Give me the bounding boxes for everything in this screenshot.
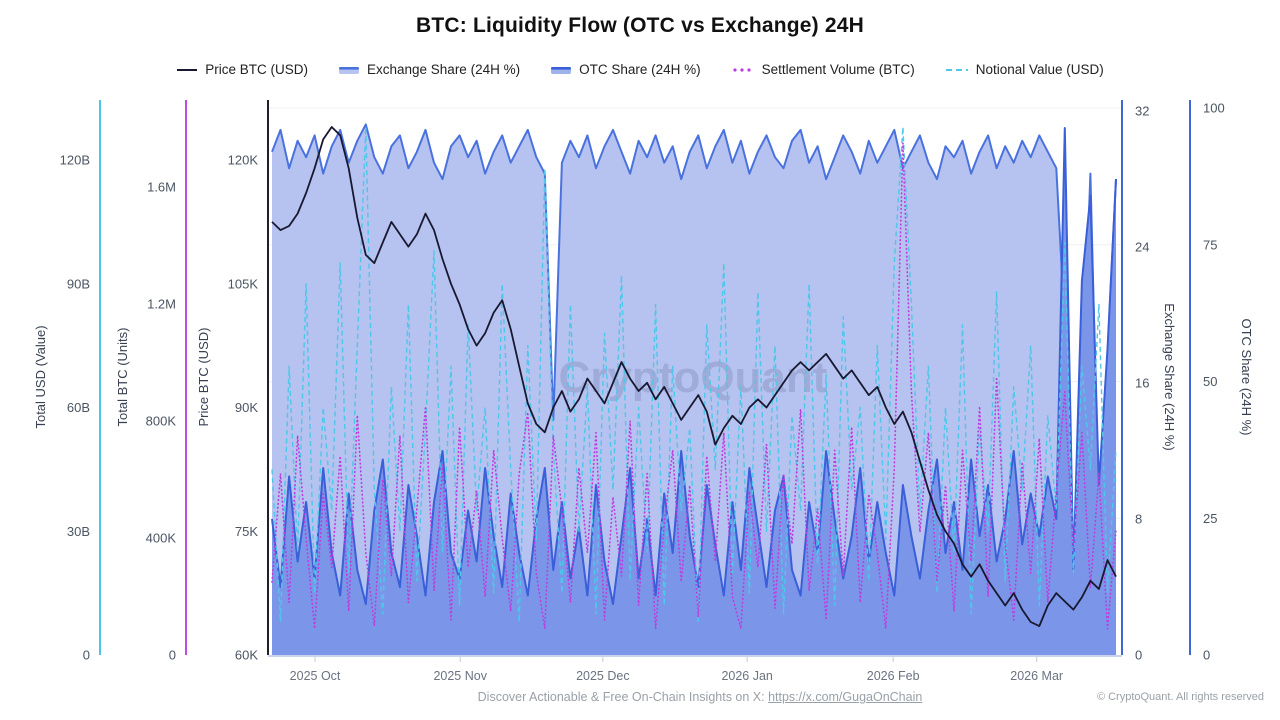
y-tick-label: 32 <box>1135 104 1149 119</box>
y-tick-label: 8 <box>1135 512 1142 527</box>
y-tick-label: 90K <box>235 400 258 415</box>
chart-legend: Price BTC (USD) Exchange Share (24H %) O… <box>0 62 1280 77</box>
y-tick-label: 1.6M <box>147 180 176 195</box>
axis-title-usd: Total USD (Value) <box>33 325 48 428</box>
axis-title-price: Price BTC (USD) <box>196 328 211 427</box>
black-line-swatch-icon <box>177 68 198 71</box>
y-tick-label: 800K <box>146 414 177 429</box>
dotted-line-swatch-icon <box>733 67 751 72</box>
legend-label: Price BTC (USD) <box>205 62 308 77</box>
x-tick-label: 2026 Mar <box>1010 669 1063 683</box>
legend-item-exchange-share[interactable]: Exchange Share (24H %) <box>338 62 520 77</box>
y-tick-label: 25 <box>1203 511 1217 526</box>
y-tick-label: 75 <box>1203 237 1217 252</box>
y-tick-label: 60B <box>67 400 90 415</box>
chart-title: BTC: Liquidity Flow (OTC vs Exchange) 24… <box>415 14 865 37</box>
dashed-line-swatch-icon <box>945 68 968 71</box>
y-tick-label: 0 <box>169 648 176 663</box>
y-tick-label: 0 <box>1135 648 1142 663</box>
series-notional-value-line <box>271 126 1117 623</box>
axis-usd: 0 30B 60B 90B 120B Total USD (Value) <box>33 100 101 663</box>
axis-title-exch: Exchange Share (24H %) <box>1162 303 1177 450</box>
axis-btc: 0 400K 800K 1.2M 1.6M Total BTC (Units) <box>115 100 187 663</box>
axis-title-btc: Total BTC (Units) <box>115 328 130 427</box>
y-tick-label: 24 <box>1135 240 1149 255</box>
area-swatch-icon <box>551 66 572 74</box>
y-tick-label: 0 <box>83 648 90 663</box>
axis-exch: 0 8 16 24 32 Exchange Share (24H %) <box>1121 100 1177 663</box>
series-price-btc-line <box>271 126 1117 627</box>
legend-label: OTC Share (24H %) <box>579 62 701 77</box>
legend-label: Notional Value (USD) <box>975 62 1104 77</box>
legend-item-otc-share[interactable]: OTC Share (24H %) <box>550 62 701 77</box>
y-tick-label: 400K <box>146 531 177 546</box>
footer-promo: Discover Actionable & Free On-Chain Insi… <box>160 690 1240 704</box>
promo-text: Discover Actionable & Free On-Chain Insi… <box>477 690 769 704</box>
x-axis: 2025 Oct 2025 Nov 2025 Dec 2026 Jan 2026 Feb… <box>268 655 1122 683</box>
y-tick-label: 100 <box>1203 101 1225 116</box>
y-tick-label: 75K <box>235 524 258 539</box>
legend-item-price[interactable]: Price BTC (USD) <box>176 62 308 77</box>
legend-item-notional-value[interactable]: Notional Value (USD) <box>945 62 1104 77</box>
y-tick-label: 1.2M <box>147 297 176 312</box>
y-tick-label: 60K <box>235 648 258 663</box>
copyright-notice: © CryptoQuant. All rights reserved <box>1096 691 1264 703</box>
area-swatch-icon <box>339 66 359 74</box>
legend-label: Exchange Share (24H %) <box>367 62 521 77</box>
axis-title-otc: OTC Share (24H %) <box>1239 318 1254 435</box>
y-tick-label: 105K <box>228 276 259 291</box>
legend-item-settlement-volume[interactable]: Settlement Volume (BTC) <box>731 62 915 77</box>
y-tick-label: 120K <box>228 153 259 168</box>
series-settlement-volume-line <box>271 142 1117 630</box>
promo-link[interactable]: https://x.com/GugaOnChain <box>768 690 923 704</box>
y-tick-label: 16 <box>1135 376 1149 391</box>
y-tick-label: 120B <box>60 153 90 168</box>
y-tick-label: 90B <box>67 276 90 291</box>
y-tick-label: 50 <box>1203 374 1217 389</box>
legend-label: Settlement Volume (BTC) <box>761 62 915 77</box>
axis-otc: 0 25 50 75 100 OTC Share (24H %) <box>1189 100 1254 663</box>
x-tick-label: 2026 Jan <box>721 669 772 683</box>
x-tick-label: 2025 Dec <box>576 669 630 683</box>
y-tick-label: 0 <box>1203 648 1210 663</box>
y-tick-label: 30B <box>67 524 90 539</box>
x-tick-label: 2026 Feb <box>867 669 920 683</box>
x-tick-label: 2025 Oct <box>290 669 341 683</box>
x-tick-label: 2025 Nov <box>433 669 487 683</box>
axis-price: 60K 75K 90K 105K 120K Price BTC (USD) <box>196 100 269 663</box>
